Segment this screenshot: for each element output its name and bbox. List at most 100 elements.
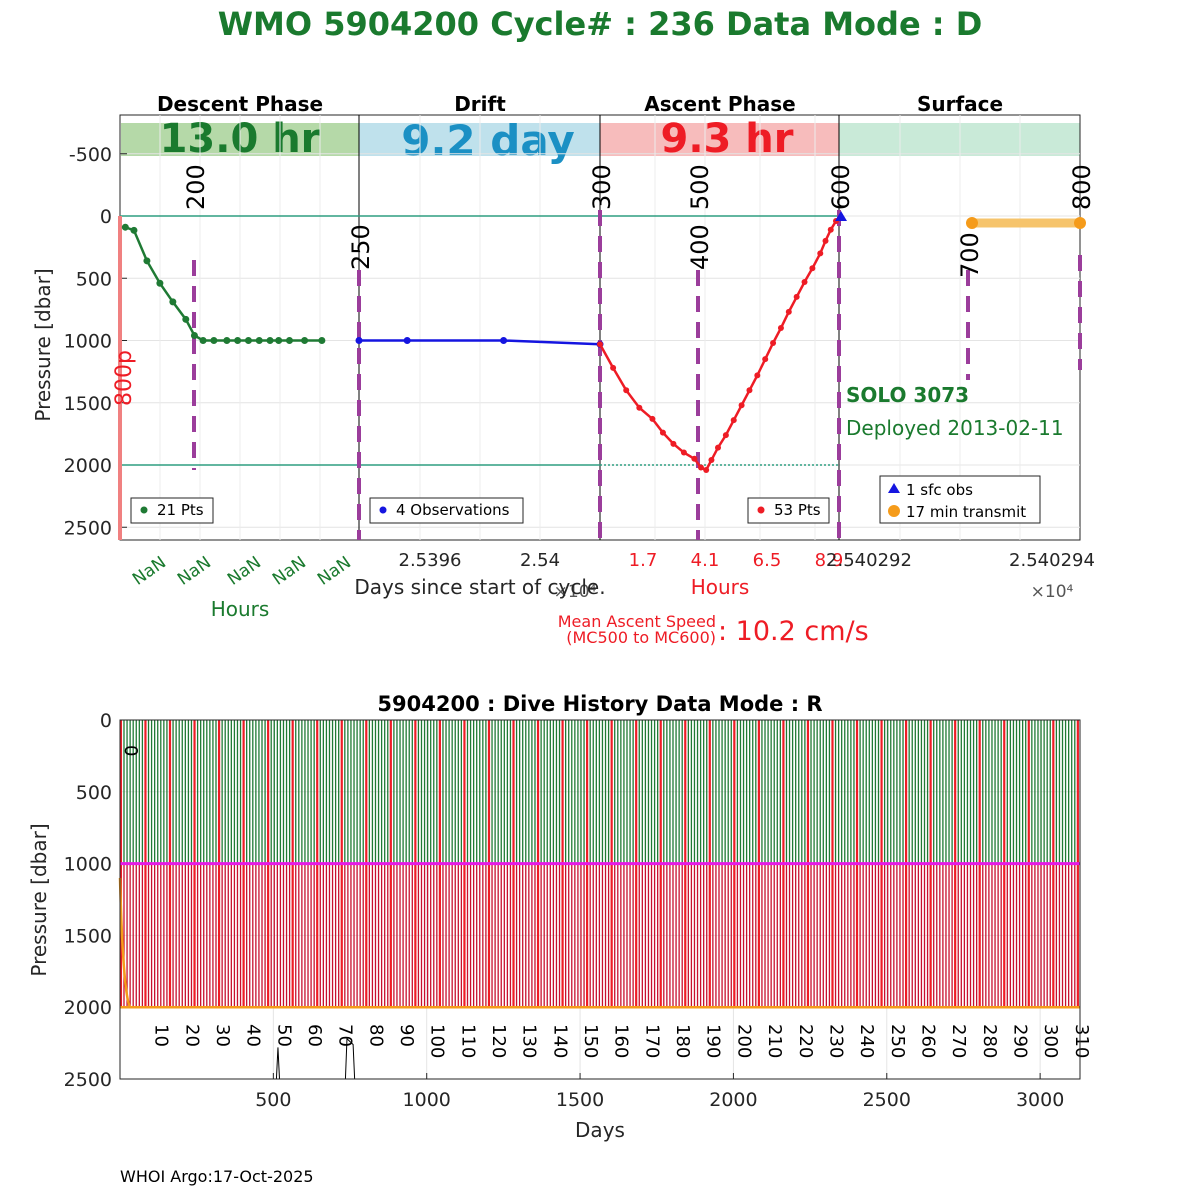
ascent-point [708, 457, 715, 464]
descent-point [285, 337, 293, 344]
cycle-number-label: 230 [825, 1024, 846, 1058]
cycle-number-label: 200 [733, 1024, 754, 1058]
ascent-x-label: Hours [691, 575, 750, 599]
bottom-y-ticks: 0 500 1000 1500 2000 2500 [64, 710, 112, 1091]
legend-transmit-marker [888, 505, 900, 517]
descent-point [156, 279, 164, 287]
cycle-number-label: 30 [212, 1024, 233, 1047]
x-tick-label: 3000 [1016, 1089, 1064, 1111]
cycle-number-label: 140 [549, 1024, 570, 1058]
y-tick-label: 1500 [64, 393, 112, 415]
anomaly-trace [344, 1037, 356, 1080]
ascent-point [801, 278, 808, 285]
transmit-start-marker [966, 217, 978, 229]
ascent-point [785, 308, 792, 315]
ascent-tick-label: 1.7 [629, 550, 658, 571]
cycle-profile-chart: Descent Phase Drift Ascent Phase Surface… [31, 92, 1096, 647]
ascent-point [770, 339, 777, 346]
mission-label-700: 700 [956, 232, 984, 278]
transmit-end-marker [1074, 217, 1086, 229]
ascent-point [827, 226, 834, 233]
top-y-axis-label: Pressure [dbar] [31, 268, 55, 421]
cycle-number-label: 130 [519, 1024, 540, 1058]
ascent-point [730, 417, 737, 424]
float-name: SOLO 3073 [846, 383, 969, 407]
y-tick-label: 2000 [64, 455, 112, 477]
drift-tick-label: 2.54 [520, 550, 560, 571]
cycle-number-label: 0 [120, 745, 141, 756]
drift-tick-label: 2.5396 [399, 550, 462, 571]
bottom-y-axis-label: Pressure [dbar] [27, 823, 51, 976]
ascent-point [703, 466, 710, 473]
cycle-number-label: 190 [703, 1024, 724, 1058]
y-tick-label: 1500 [64, 925, 112, 947]
surface-x-exponent: ×10⁴ [1031, 582, 1074, 602]
cycle-number-label: 100 [427, 1024, 448, 1058]
legend-drift: 4 Observations [369, 497, 524, 524]
ascent-point [715, 444, 721, 451]
descent-point [301, 337, 309, 344]
legend-drift-label: 4 Observations [396, 501, 510, 519]
figure-title: WMO 5904200 Cycle# : 236 Data Mode : D [218, 5, 983, 43]
ascent-point [762, 356, 769, 363]
descent-series [121, 223, 326, 344]
phase-title-ascent: Ascent Phase [644, 92, 795, 116]
cycle-number-label: 220 [795, 1024, 816, 1058]
legend-drift-marker [379, 506, 387, 514]
cycle-number-label: 280 [979, 1024, 1000, 1058]
descent-point [275, 337, 283, 344]
x-tick-label: 1500 [556, 1089, 604, 1111]
ascent-series [597, 217, 839, 473]
y-tick-label: 0 [100, 206, 112, 228]
ascent-point [697, 464, 704, 471]
cycle-number-label: 210 [764, 1024, 785, 1058]
ascent-point [623, 387, 630, 394]
ascent-point [793, 293, 800, 300]
descent-x-label: Hours [211, 597, 270, 621]
ascent-point [680, 449, 687, 456]
ascent-point [777, 325, 784, 332]
cycle-number-label: 240 [856, 1024, 877, 1058]
drift-point [500, 337, 508, 344]
ascent-point [722, 432, 729, 439]
phase-duration-ascent: 9.3 hr [661, 116, 794, 162]
descent-point [210, 337, 218, 344]
descent-x-ticks: NaN NaN NaN NaN NaN [129, 553, 355, 590]
descent-line [124, 226, 322, 342]
x-tick-label: 2500 [863, 1089, 911, 1111]
descent-point [244, 337, 252, 344]
left-marker-label: 800p [112, 350, 137, 406]
cycle-number-label: 250 [887, 1024, 908, 1058]
descent-tick-label: NaN [174, 553, 215, 590]
cycle-number-label: 150 [580, 1024, 601, 1058]
cycle-number-label: 60 [304, 1024, 325, 1047]
ascent-point [738, 402, 745, 409]
cycle-number-label: 50 [273, 1024, 294, 1047]
anomaly-trace [275, 1047, 280, 1080]
descent-tick-label: NaN [129, 553, 170, 590]
y-tick-label: 0 [100, 710, 112, 732]
ascent-point [809, 265, 816, 272]
y-tick-label: -500 [69, 144, 112, 166]
phase-title-surface: Surface [917, 92, 1003, 116]
ascent-speed-label-2: (MC500 to MC600) [566, 628, 716, 647]
descent-point [234, 337, 242, 344]
surface-observation-marker [835, 211, 847, 221]
footer-credit: WHOI Argo:17-Oct-2025 [120, 1167, 314, 1186]
descent-point [169, 298, 177, 306]
mission-label-200: 200 [182, 164, 210, 210]
y-tick-label: 1000 [64, 854, 112, 876]
descent-point [223, 337, 231, 344]
ascent-tick-label: 8.9 [815, 550, 844, 571]
ascent-speed-label-1: Mean Ascent Speed [558, 612, 716, 631]
mission-label-400: 400 [686, 224, 714, 270]
dive-history-title: 5904200 : Dive History Data Mode : R [377, 692, 822, 716]
descent-point [199, 337, 207, 344]
phase-duration-drift: 9.2 day [401, 116, 575, 165]
descent-point [130, 226, 138, 234]
ascent-line [598, 220, 838, 472]
descent-point [121, 223, 129, 231]
cycle-number-label: 90 [396, 1024, 417, 1047]
mission-label-600: 600 [827, 164, 855, 210]
